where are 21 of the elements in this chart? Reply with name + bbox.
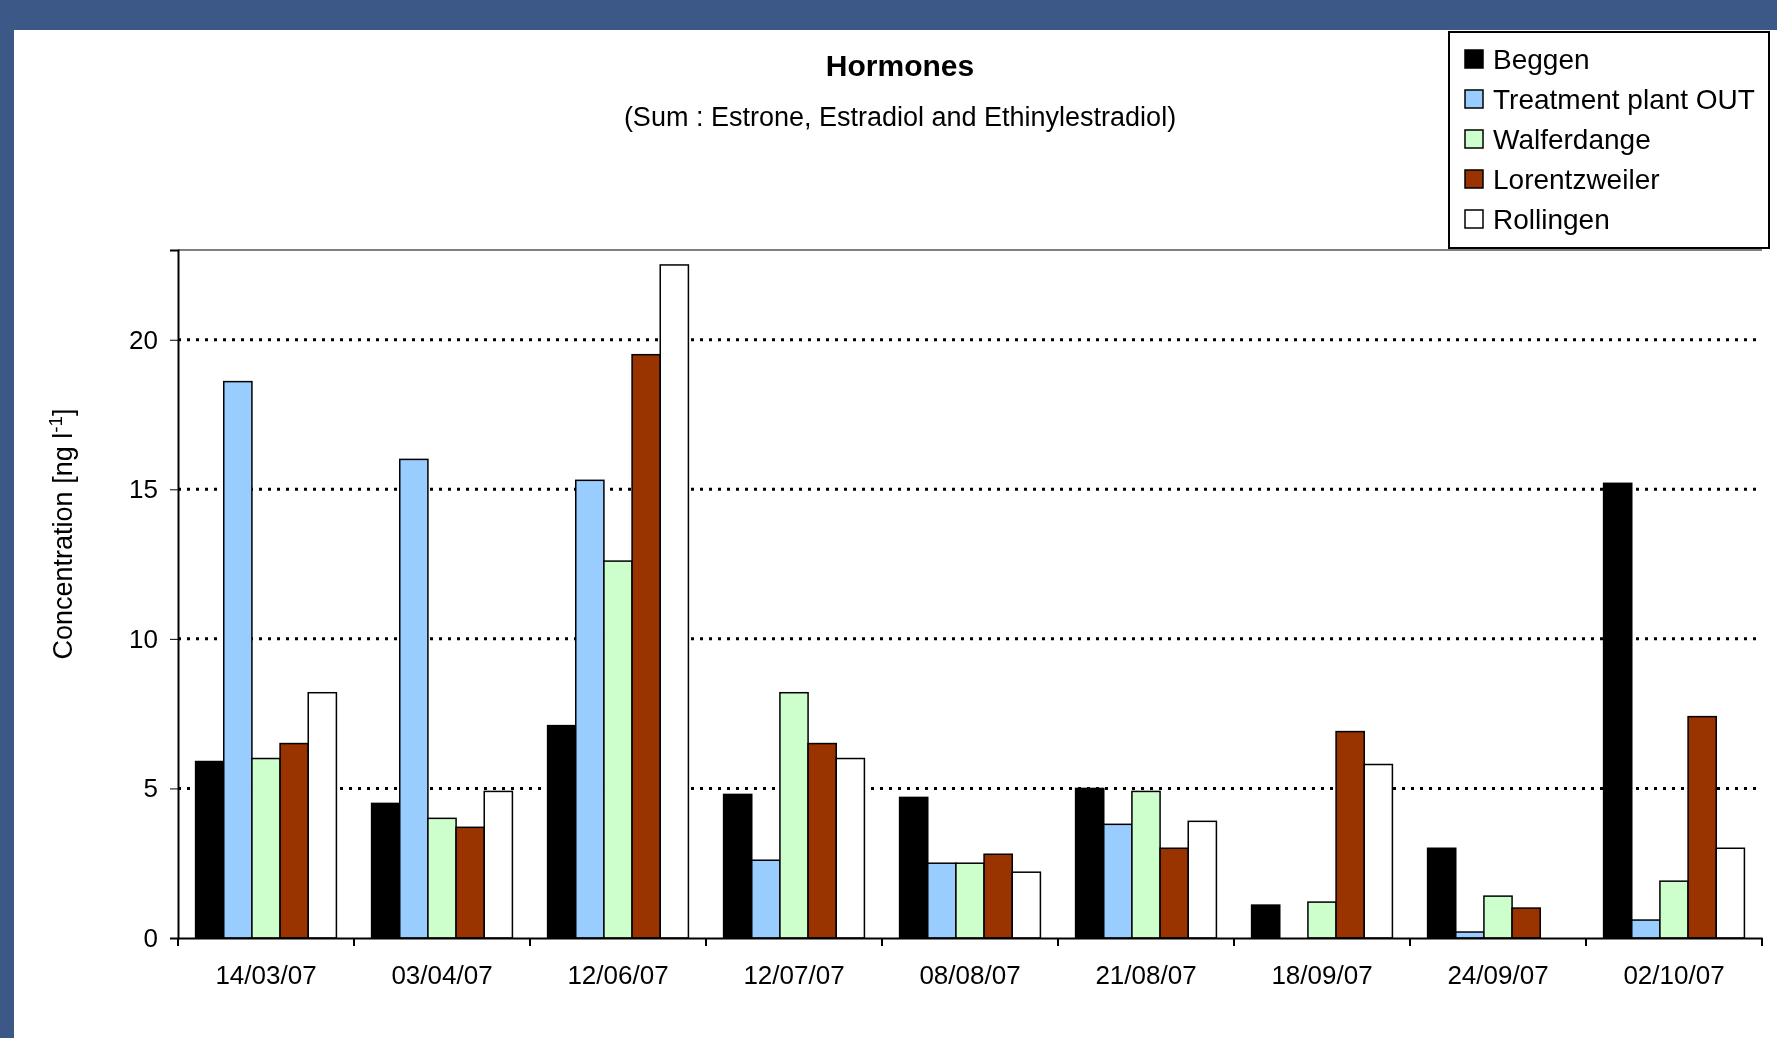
x-tick-label: 12/07/07 — [743, 960, 845, 991]
x-tick-label: 03/04/07 — [391, 960, 493, 991]
y-tick-label: 10 — [129, 623, 158, 654]
y-tick-label: 5 — [143, 773, 158, 804]
x-tick-label: 12/06/07 — [567, 960, 669, 991]
chart-subtitle: (Sum : Estrone, Estradiol and Ethinylestradiol) — [623, 102, 1177, 132]
x-tick-label: 08/08/07 — [919, 960, 1021, 991]
x-tick-label: 21/08/07 — [1095, 960, 1197, 991]
legend-label: Treatment plant OUT — [1493, 84, 1755, 115]
y-tick-label: 15 — [129, 474, 158, 505]
x-tick-label: 02/10/07 — [1623, 960, 1725, 991]
x-tick-label: 18/09/07 — [1271, 960, 1373, 991]
legend-label: Walferdange — [1493, 124, 1651, 155]
x-tick-label: 24/09/07 — [1447, 960, 1549, 991]
legend-label: Beggen — [1493, 44, 1590, 75]
legend-label: Rollingen — [1493, 204, 1610, 235]
y-tick-label: 0 — [143, 922, 158, 953]
chart-title: Hormones — [825, 49, 975, 82]
y-tick-label: 20 — [129, 324, 158, 355]
legend-label: Lorentzweiler — [1493, 164, 1660, 195]
x-tick-label: 14/03/07 — [215, 960, 317, 991]
